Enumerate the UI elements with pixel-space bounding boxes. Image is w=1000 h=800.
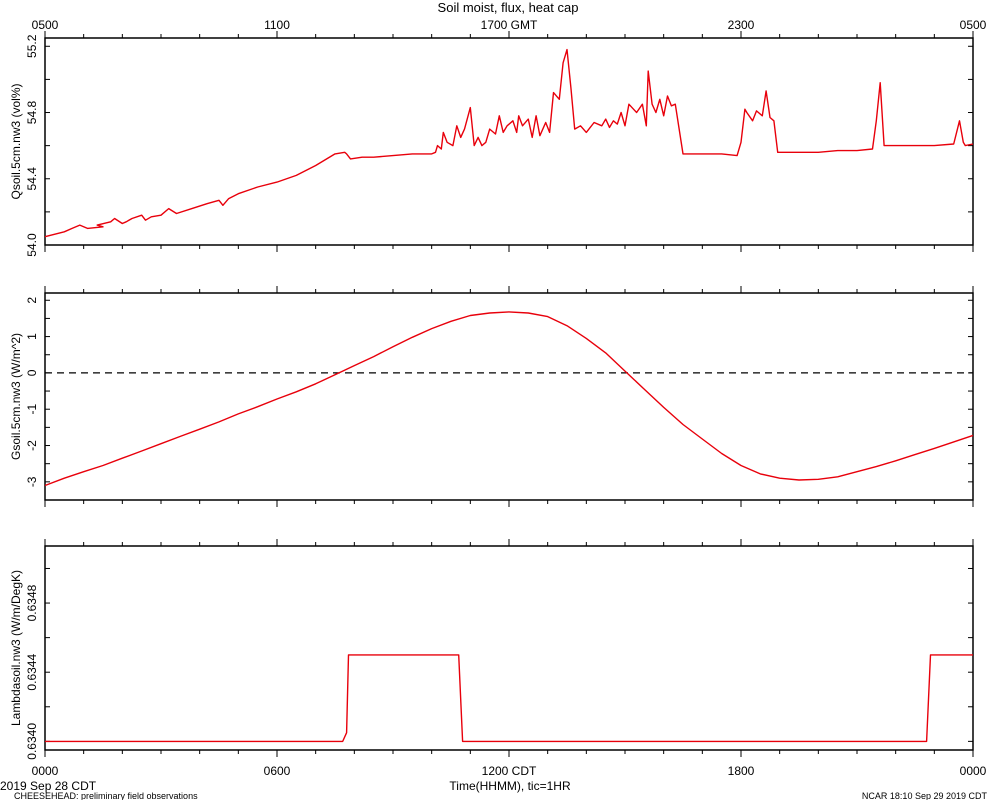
data-series-line [44,48,974,238]
y-tick-label: -1 [25,404,39,415]
footer-date: 2019 Sep 28 CDT [0,779,97,793]
bottom-time-axis: 0000 0600 1200 CDT 1800 0000 [32,764,987,778]
top-tick-label: 1700 GMT [481,18,538,32]
panel-frame [44,545,974,751]
chart-panels: 54.0 54.4 54.8 55.2 Qsoil.5cm.nw3 (vol%) -3 -2… [9,31,974,760]
y-axis-label: Lambdasoil.nw3 (W/m/DegK) [9,570,23,726]
y-tick-label: 2 [25,297,39,304]
data-series-line [45,654,973,743]
y-tick-label: 0.6348 [25,584,39,621]
top-time-axis: 0500 1100 1700 GMT 2300 0500 [32,18,987,32]
footer-note-left: CHEESEHEAD: preliminary field observatio… [14,791,198,800]
y-tick-label: 54.8 [25,101,39,125]
y-tick-label: 54.0 [25,233,39,257]
x-axis-label: Time(HHMM), tic=1HR [449,779,571,793]
panel-2: -3 -2 -1 0 1 2 Gsoil.5cm.nw3 (W/m^2) [9,286,974,507]
top-tick-label: 2300 [728,18,755,32]
y-tick-label: 0 [25,369,39,376]
y-tick-label: -3 [25,476,39,487]
y-tick-label: 0.6344 [25,654,39,691]
y-tick-label: -2 [25,440,39,451]
y-tick-label: 54.4 [25,167,39,191]
top-tick-label: 1100 [264,18,290,32]
panel-1: 54.0 54.4 54.8 55.2 Qsoil.5cm.nw3 (vol%) [9,31,974,257]
y-axis-label: Qsoil.5cm.nw3 (vol%) [9,83,23,199]
bottom-tick-label: 0000 [32,764,59,778]
bottom-tick-label: 1200 CDT [482,764,537,778]
bottom-tick-label: 1800 [728,764,755,778]
panel-frame [44,292,974,501]
chart-title: Soil moist, flux, heat cap [438,0,579,15]
bottom-tick-label: 0000 [960,764,987,778]
bottom-tick-label: 0600 [264,764,291,778]
footer-note-right: NCAR 18:10 Sep 29 2019 CDT [862,791,988,800]
top-tick-label: 0500 [32,18,59,32]
y-tick-label: 55.2 [25,34,39,58]
y-axis-label: Gsoil.5cm.nw3 (W/m^2) [9,333,23,460]
panel-frame [44,37,974,246]
data-series-line [44,311,974,487]
top-tick-label: 0500 [960,18,987,32]
y-tick-label: 1 [25,333,39,340]
y-tick-label: 0.6340 [25,723,39,760]
